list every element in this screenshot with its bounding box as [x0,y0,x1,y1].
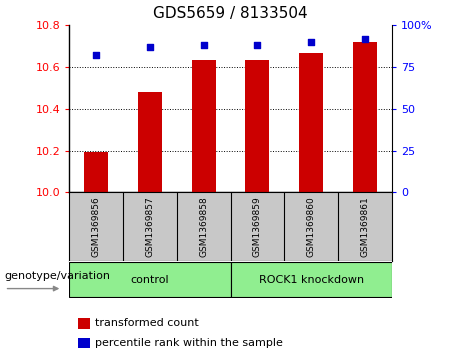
Bar [138,92,162,192]
Text: GSM1369857: GSM1369857 [145,196,154,257]
Text: percentile rank within the sample: percentile rank within the sample [95,338,283,348]
Point [254,42,261,48]
Point [200,42,207,48]
Point [146,44,154,50]
Point [361,36,369,42]
Bar [353,42,377,192]
Bar [230,262,392,297]
Bar [191,60,216,192]
Text: ROCK1 knockdown: ROCK1 knockdown [259,274,364,285]
Point [92,53,100,58]
Text: control: control [130,274,169,285]
Text: GSM1369856: GSM1369856 [92,196,100,257]
Bar [245,60,270,192]
Text: transformed count: transformed count [95,318,198,328]
Title: GDS5659 / 8133504: GDS5659 / 8133504 [153,7,308,21]
Bar [299,53,323,192]
Bar [84,152,108,192]
Text: GSM1369861: GSM1369861 [361,196,369,257]
Text: genotype/variation: genotype/variation [5,271,111,281]
Point [307,39,315,45]
Text: GSM1369858: GSM1369858 [199,196,208,257]
Text: GSM1369860: GSM1369860 [307,196,316,257]
Text: GSM1369859: GSM1369859 [253,196,262,257]
Bar [69,262,230,297]
